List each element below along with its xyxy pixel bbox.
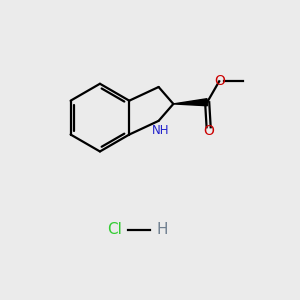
Text: O: O [203,124,214,138]
Text: Cl: Cl [107,222,122,237]
Polygon shape [173,99,207,106]
Text: O: O [214,74,225,88]
Text: NH: NH [152,124,170,137]
Text: H: H [156,222,167,237]
